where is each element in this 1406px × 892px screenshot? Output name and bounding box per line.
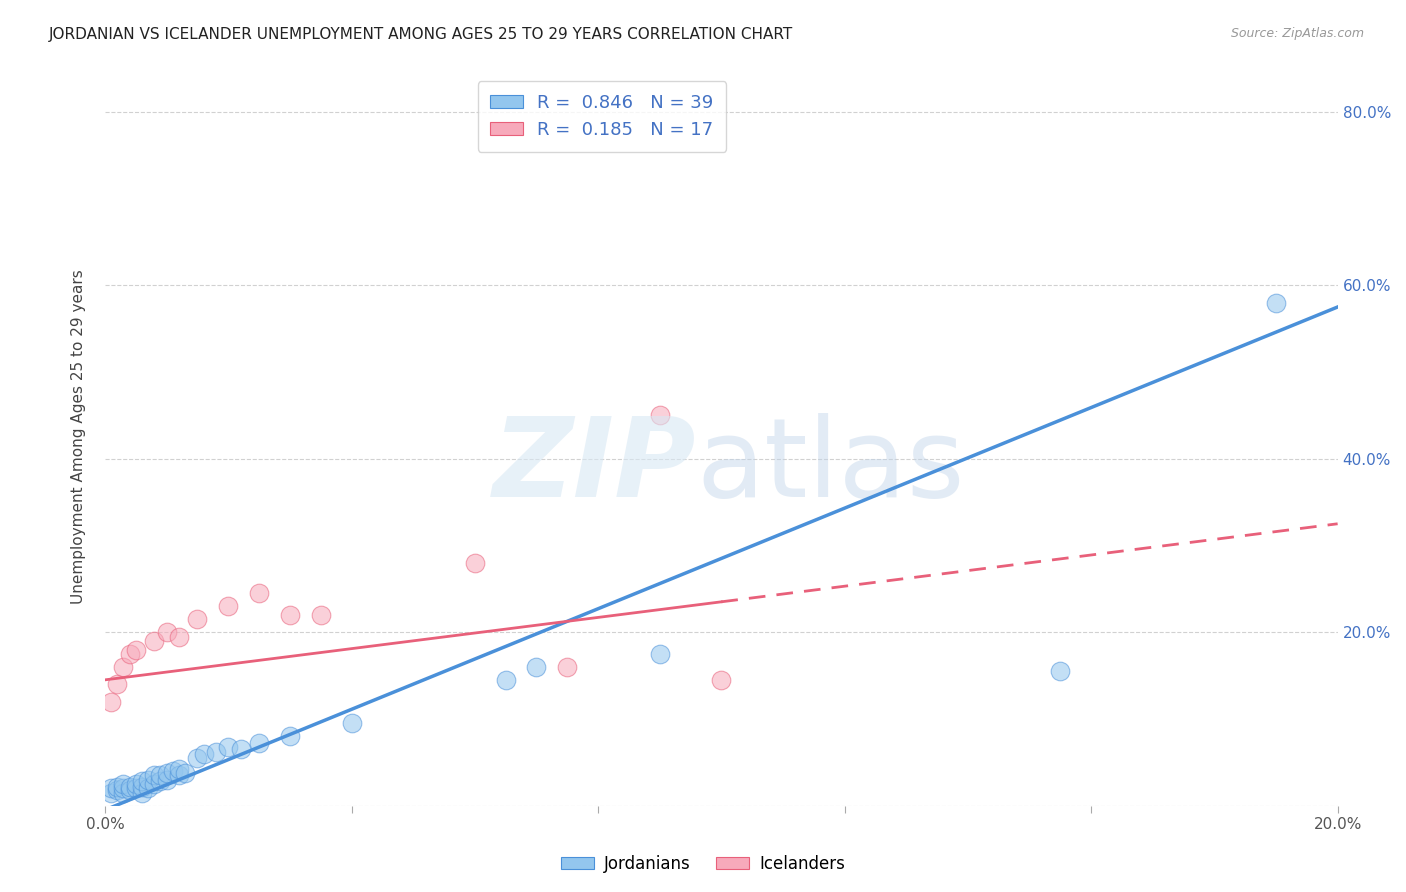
Point [229,742,252,756]
Legend: Jordanians, Icelanders: Jordanians, Icelanders [554,848,852,880]
Point [125,642,148,657]
Point [136,781,159,796]
Point [143,633,166,648]
Point [112,786,135,800]
Point [149,768,172,782]
Point [105,780,128,794]
Point [1049,664,1071,678]
Point [131,786,153,800]
Point [278,607,301,622]
Point [143,768,166,782]
Point [125,777,148,791]
Point [648,409,671,423]
Point [710,673,733,687]
Point [105,677,128,691]
Point [156,765,179,780]
Point [100,781,122,796]
Text: atlas: atlas [696,413,965,520]
Point [247,736,270,750]
Point [156,772,179,787]
Point [1265,295,1288,310]
Point [205,745,228,759]
Point [131,774,153,789]
Point [131,780,153,794]
Point [112,777,135,791]
Point [217,739,239,754]
Point [174,765,197,780]
Point [118,783,141,797]
Legend: R =  0.846   N = 39, R =  0.185   N = 17: R = 0.846 N = 39, R = 0.185 N = 17 [478,81,725,152]
Point [526,660,548,674]
Point [648,647,671,661]
Point [193,747,215,761]
Point [118,780,141,794]
Point [112,660,135,674]
Point [136,772,159,787]
Point [162,764,184,778]
Point [105,783,128,797]
Point [186,612,208,626]
Point [247,586,270,600]
Point [100,786,122,800]
Y-axis label: Unemployment Among Ages 25 to 29 years: Unemployment Among Ages 25 to 29 years [72,269,86,605]
Point [186,751,208,765]
Point [149,774,172,789]
Point [125,781,148,796]
Point [167,768,190,782]
Point [156,625,179,640]
Point [278,729,301,743]
Point [309,607,332,622]
Point [555,660,578,674]
Point [118,647,141,661]
Point [495,673,517,687]
Point [217,599,239,614]
Text: JORDANIAN VS ICELANDER UNEMPLOYMENT AMONG AGES 25 TO 29 YEARS CORRELATION CHART: JORDANIAN VS ICELANDER UNEMPLOYMENT AMON… [49,27,793,42]
Text: ZIP: ZIP [494,413,696,520]
Text: Source: ZipAtlas.com: Source: ZipAtlas.com [1230,27,1364,40]
Point [100,694,122,708]
Point [464,556,486,570]
Point [112,781,135,796]
Point [143,777,166,791]
Point [167,630,190,644]
Point [167,762,190,776]
Point [340,716,363,731]
